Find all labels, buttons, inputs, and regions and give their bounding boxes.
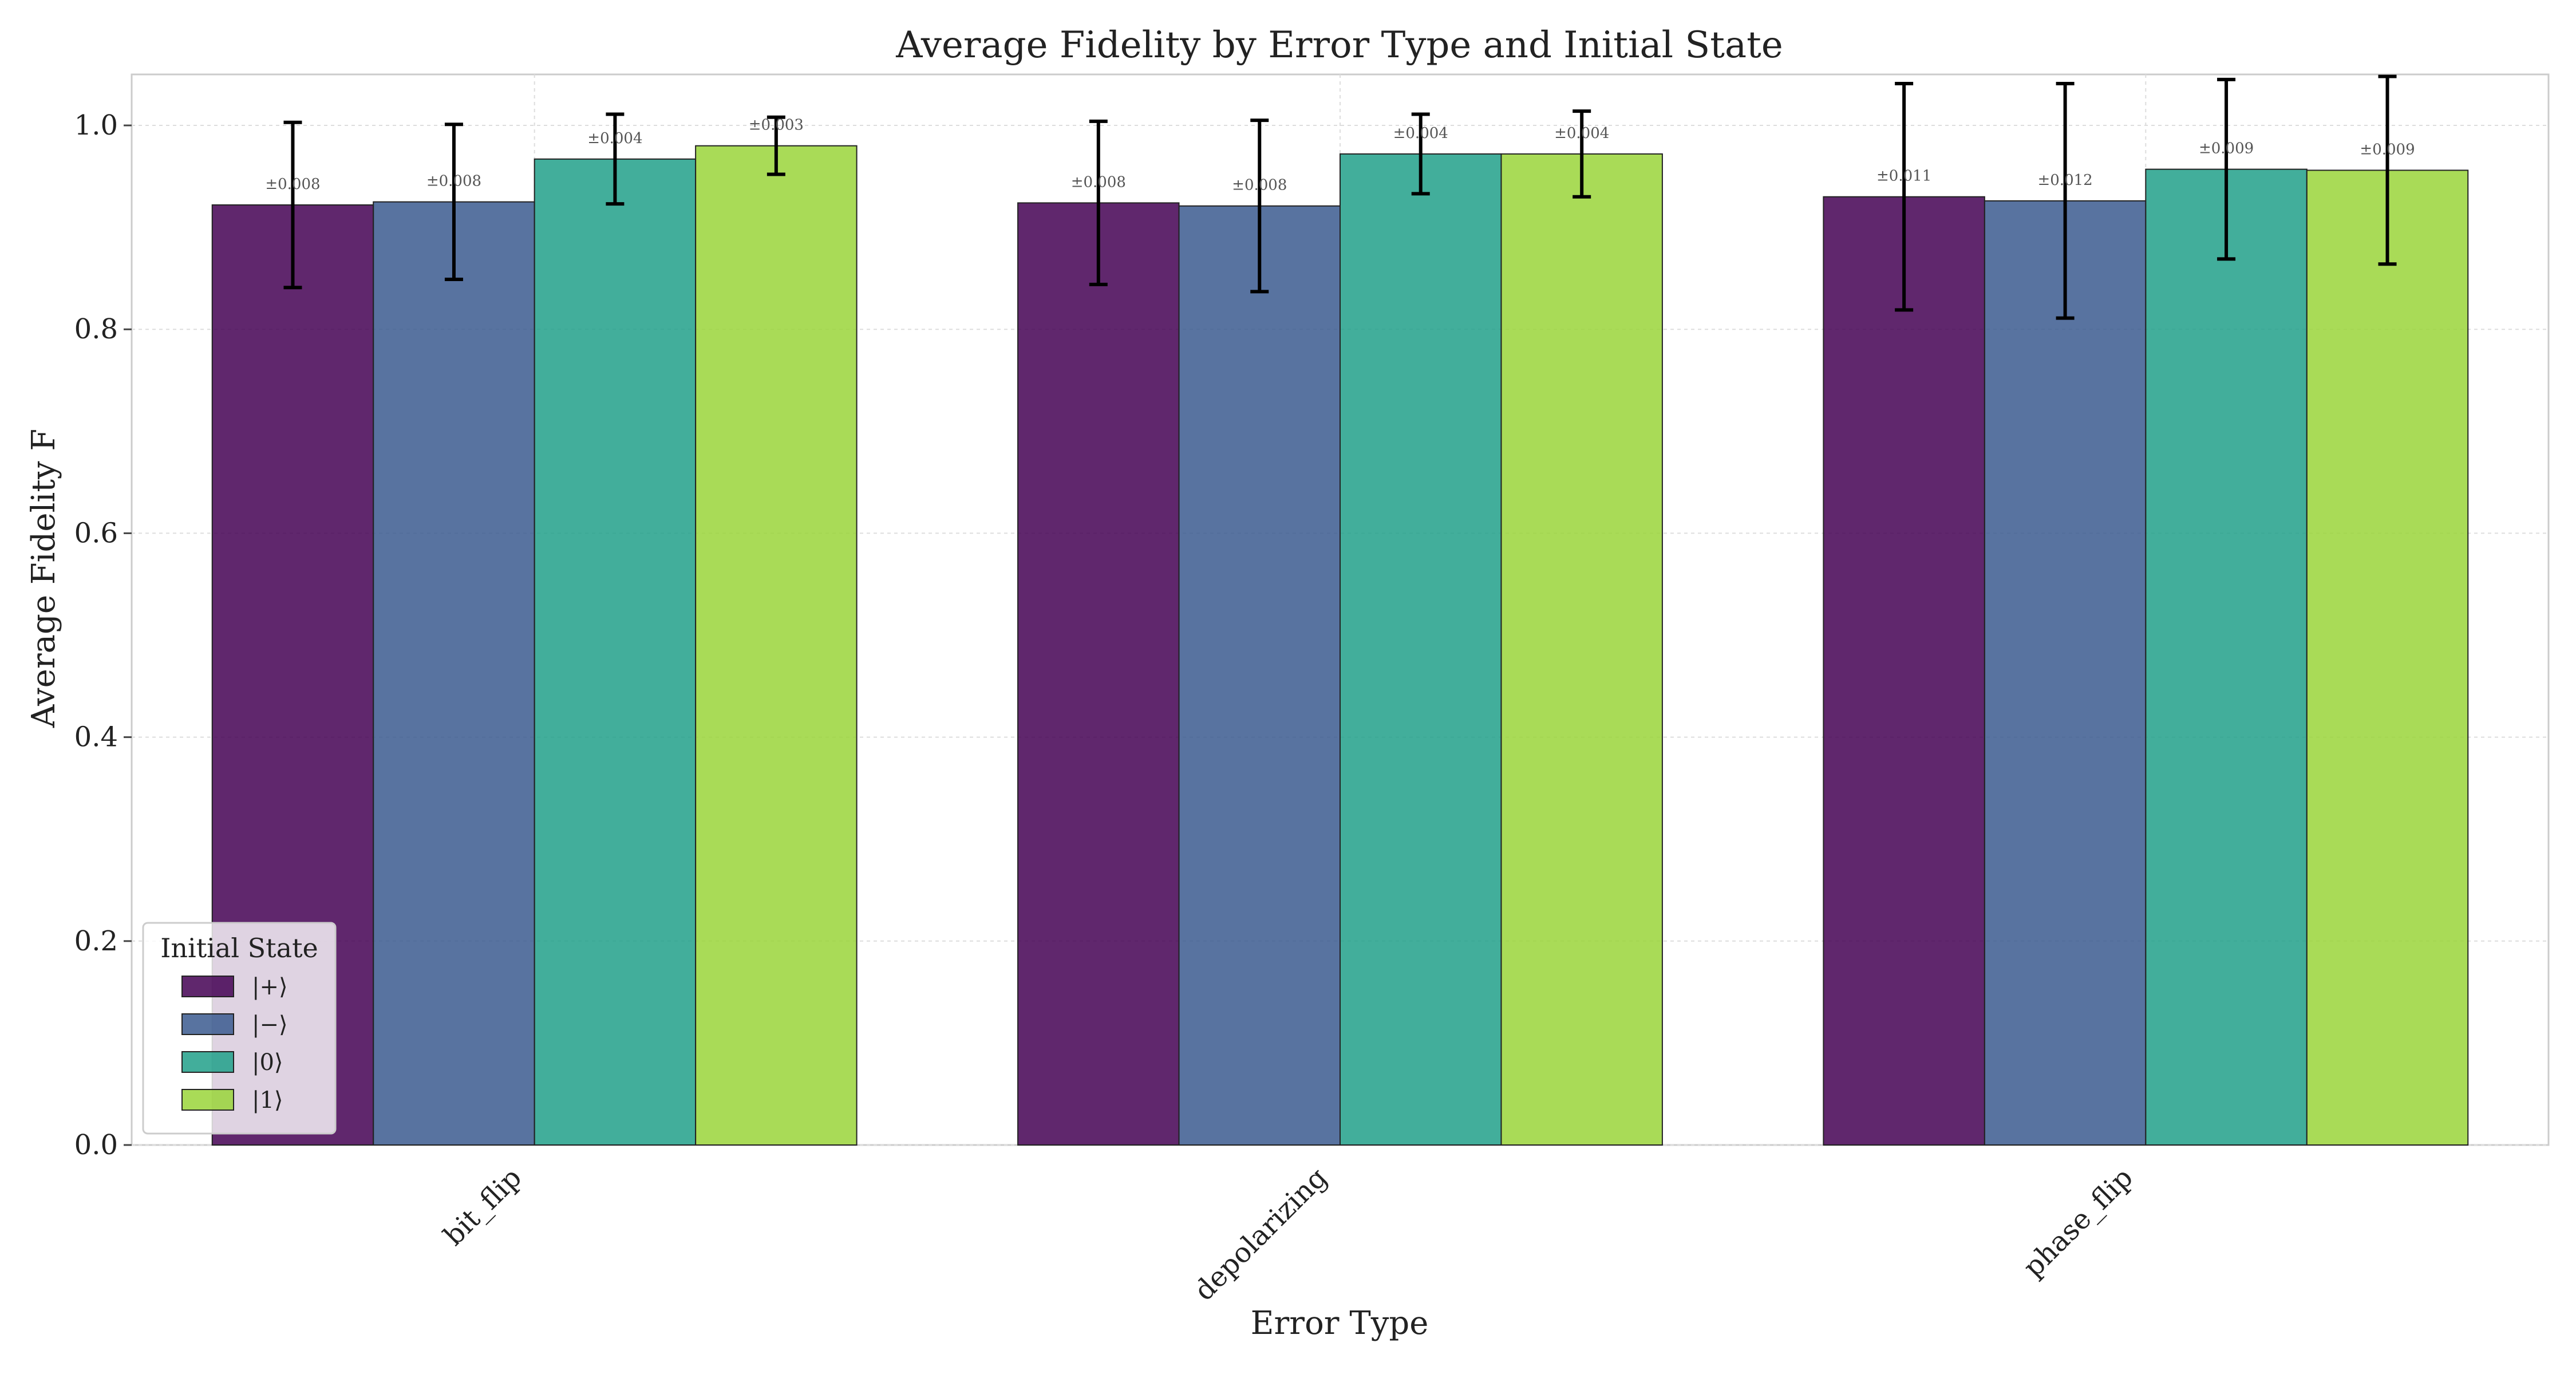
- bar: [1823, 196, 1985, 1146]
- legend-entry: |+⟩: [252, 974, 288, 1000]
- bar: [534, 158, 697, 1146]
- y-tick-label: 1.0: [74, 109, 118, 141]
- legend-entry: |−⟩: [252, 1012, 288, 1038]
- y-axis-ticks: 0.0 0.2 0.4 0.6 0.8 1.0: [74, 109, 132, 1161]
- legend-swatch: [181, 1051, 234, 1073]
- legend-title: Initial State: [160, 933, 318, 964]
- y-axis-label: Average Fidelity F: [25, 429, 62, 728]
- bar: [1500, 153, 1663, 1146]
- legend-swatch: [181, 1013, 234, 1035]
- y-tick-label: 0.2: [74, 925, 118, 957]
- error-label: ±0.008: [265, 176, 320, 193]
- bar: [1984, 200, 2147, 1146]
- y-tick-label: 0.8: [74, 313, 118, 345]
- bar: [2306, 169, 2469, 1146]
- error-label: ±0.008: [426, 173, 481, 190]
- error-label: ±0.008: [1071, 173, 1126, 191]
- error-bars: [283, 74, 2397, 320]
- error-labels: ±0.008 ±0.008 ±0.004 ±0.003 ±0.008 ±0.008 ±0.0…: [265, 117, 2415, 194]
- error-label: ±0.009: [2199, 140, 2254, 157]
- bar: [1340, 153, 1502, 1146]
- bar: [695, 145, 858, 1146]
- y-tick-label: 0.0: [74, 1129, 118, 1161]
- error-label: ±0.009: [2360, 141, 2415, 158]
- bar: [373, 201, 535, 1146]
- error-label: ±0.003: [749, 117, 804, 134]
- y-tick-label: 0.6: [74, 517, 118, 549]
- error-label: ±0.004: [587, 130, 642, 147]
- error-label: ±0.004: [1393, 125, 1448, 142]
- legend-entry: |0⟩: [252, 1049, 283, 1076]
- y-tick-label: 0.4: [74, 721, 118, 753]
- legend: Initial State |+⟩ |−⟩ |0⟩ |1⟩: [142, 922, 337, 1135]
- legend-swatch: [181, 1089, 234, 1111]
- error-label: ±0.004: [1554, 125, 1609, 142]
- legend-entry: |1⟩: [252, 1087, 283, 1114]
- error-label: ±0.008: [1232, 177, 1287, 194]
- error-label: ±0.012: [2037, 172, 2092, 189]
- bar: [1178, 205, 1341, 1146]
- bars: [211, 145, 2469, 1146]
- legend-swatch: [181, 976, 234, 997]
- legend-items: |+⟩ |−⟩ |0⟩ |1⟩: [181, 974, 288, 1114]
- chart-title: Average Fidelity by Error Type and Initi…: [895, 24, 1783, 66]
- bar: [2145, 168, 2308, 1146]
- x-axis-label: Error Type: [1251, 1305, 1429, 1342]
- bar: [1017, 202, 1180, 1146]
- error-label: ±0.011: [1876, 168, 1931, 185]
